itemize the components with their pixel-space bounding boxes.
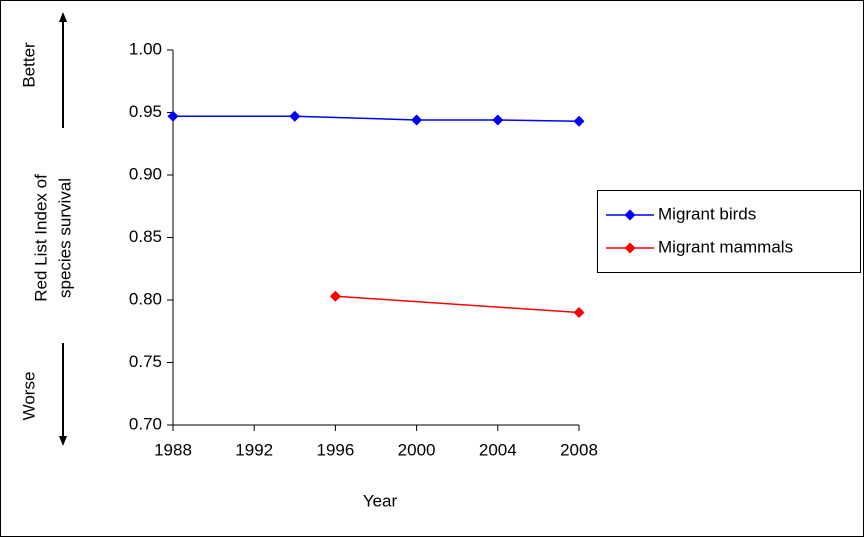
data-point — [573, 307, 585, 318]
worse-arrowhead — [59, 436, 67, 446]
y-tick-label: 0.90 — [129, 164, 162, 183]
x-tick-label: 2008 — [560, 440, 598, 459]
y-tick-label: 0.75 — [129, 352, 162, 371]
data-point — [289, 110, 301, 122]
y-axis-title: species survival — [55, 178, 74, 298]
annotation: Better — [19, 42, 38, 88]
x-axis-title: Year — [363, 491, 398, 510]
legend-box — [597, 190, 861, 273]
y-axis-title: Red List Index of — [31, 174, 50, 302]
series-line — [335, 295, 580, 314]
data-point — [329, 290, 341, 302]
x-tick-label: 1996 — [316, 440, 354, 459]
better-arrowhead — [59, 12, 67, 22]
data-point — [573, 115, 585, 127]
x-tick-label: 1988 — [154, 440, 192, 459]
data-point — [492, 114, 504, 126]
data-point — [411, 114, 423, 126]
legend-label: Migrant mammals — [658, 237, 793, 256]
legend-label: Migrant birds — [658, 204, 756, 223]
y-tick-label: 0.95 — [129, 102, 162, 121]
legend-marker — [624, 242, 636, 254]
x-tick-label: 2004 — [479, 440, 517, 459]
legend-marker — [624, 209, 636, 221]
x-tick-label: 2000 — [398, 440, 436, 459]
annotation: Worse — [19, 372, 38, 421]
y-tick-label: 1.00 — [129, 39, 162, 58]
data-point — [167, 110, 179, 122]
y-tick-label: 0.85 — [129, 227, 162, 246]
x-tick-label: 1992 — [235, 440, 273, 459]
y-tick-label: 0.70 — [129, 414, 162, 433]
y-tick-label: 0.80 — [129, 289, 162, 308]
